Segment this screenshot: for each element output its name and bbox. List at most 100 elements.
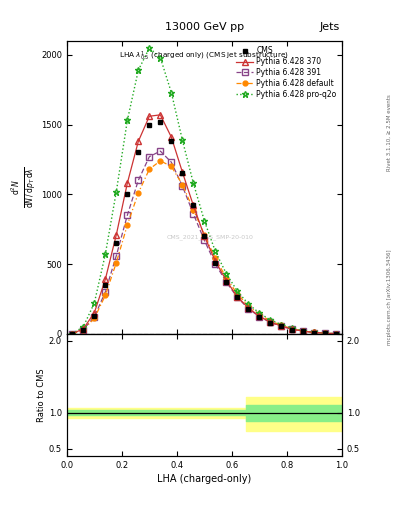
Pythia 6.428 391	[136, 177, 141, 183]
Pythia 6.428 default	[92, 315, 97, 322]
Pythia 6.428 pro-q2o	[235, 288, 240, 294]
Pythia 6.428 370	[257, 313, 262, 319]
Pythia 6.428 pro-q2o	[202, 218, 207, 224]
Pythia 6.428 pro-q2o	[103, 251, 108, 258]
Pythia 6.428 pro-q2o	[323, 330, 328, 336]
Pythia 6.428 370	[323, 330, 328, 336]
Pythia 6.428 pro-q2o	[147, 45, 152, 51]
Text: Rivet 3.1.10, ≥ 2.5M events: Rivet 3.1.10, ≥ 2.5M events	[387, 95, 392, 172]
Pythia 6.428 391	[202, 237, 207, 243]
Pythia 6.428 370	[125, 180, 130, 186]
CMS	[92, 312, 97, 318]
Pythia 6.428 pro-q2o	[180, 137, 185, 143]
Pythia 6.428 391	[114, 252, 119, 259]
Pythia 6.428 370	[169, 134, 174, 140]
Pythia 6.428 370	[290, 326, 295, 332]
Pythia 6.428 391	[103, 289, 108, 295]
CMS	[312, 330, 317, 336]
Text: 13000 GeV pp: 13000 GeV pp	[165, 22, 244, 32]
CMS	[158, 119, 163, 125]
Pythia 6.428 370	[70, 331, 75, 337]
Pythia 6.428 pro-q2o	[334, 331, 339, 337]
Pythia 6.428 default	[323, 330, 328, 336]
CMS	[224, 279, 229, 285]
Pythia 6.428 default	[312, 329, 317, 335]
Pythia 6.428 391	[268, 319, 273, 326]
Pythia 6.428 391	[334, 331, 339, 337]
Pythia 6.428 default	[81, 327, 86, 333]
CMS	[202, 233, 207, 239]
Pythia 6.428 pro-q2o	[257, 310, 262, 316]
Pythia 6.428 391	[312, 330, 317, 336]
Pythia 6.428 391	[301, 328, 306, 334]
Pythia 6.428 391	[180, 183, 185, 189]
Pythia 6.428 default	[224, 275, 229, 281]
Pythia 6.428 370	[235, 294, 240, 300]
CMS	[246, 306, 251, 312]
Pythia 6.428 pro-q2o	[169, 90, 174, 96]
CMS	[213, 260, 218, 266]
Pythia 6.428 370	[224, 278, 229, 284]
CMS	[70, 331, 75, 337]
Pythia 6.428 default	[180, 181, 185, 187]
Pythia 6.428 370	[114, 231, 119, 238]
CMS	[268, 319, 273, 326]
CMS	[191, 202, 196, 208]
Text: Jets: Jets	[320, 22, 340, 32]
CMS	[147, 121, 152, 127]
Pythia 6.428 pro-q2o	[92, 300, 97, 306]
Pythia 6.428 391	[169, 159, 174, 165]
Pythia 6.428 default	[257, 311, 262, 317]
Pythia 6.428 default	[114, 260, 119, 266]
Pythia 6.428 default	[334, 331, 339, 337]
Pythia 6.428 391	[158, 148, 163, 154]
CMS	[235, 294, 240, 301]
CMS	[136, 150, 141, 156]
CMS	[114, 240, 119, 246]
Pythia 6.428 391	[246, 306, 251, 312]
Pythia 6.428 370	[158, 112, 163, 118]
Pythia 6.428 370	[334, 331, 339, 337]
Y-axis label: $\mathrm{d}^2 N$
$\overline{\mathrm{d}N\,/\,\mathrm{d}p_T\,\mathrm{d}\lambda}$: $\mathrm{d}^2 N$ $\overline{\mathrm{d}N\…	[9, 166, 38, 208]
Line: Pythia 6.428 pro-q2o: Pythia 6.428 pro-q2o	[69, 45, 340, 337]
Pythia 6.428 391	[279, 323, 284, 329]
Pythia 6.428 default	[235, 291, 240, 297]
Pythia 6.428 370	[213, 258, 218, 264]
Pythia 6.428 pro-q2o	[191, 180, 196, 186]
Pythia 6.428 370	[180, 169, 185, 175]
Pythia 6.428 default	[301, 328, 306, 334]
CMS	[257, 314, 262, 320]
Pythia 6.428 370	[301, 328, 306, 334]
CMS	[323, 330, 328, 336]
CMS	[169, 138, 174, 144]
Pythia 6.428 default	[246, 303, 251, 309]
CMS	[81, 327, 86, 333]
Pythia 6.428 370	[268, 319, 273, 325]
Line: Pythia 6.428 default: Pythia 6.428 default	[70, 158, 339, 336]
Pythia 6.428 default	[202, 231, 207, 238]
Pythia 6.428 391	[147, 154, 152, 160]
Text: CMS_2021_PAS_SMP-20-010: CMS_2021_PAS_SMP-20-010	[166, 234, 253, 240]
Pythia 6.428 pro-q2o	[125, 117, 130, 123]
Pythia 6.428 pro-q2o	[279, 322, 284, 328]
Pythia 6.428 370	[136, 138, 141, 144]
Pythia 6.428 pro-q2o	[246, 301, 251, 307]
Line: CMS: CMS	[70, 119, 339, 336]
Pythia 6.428 370	[147, 113, 152, 119]
CMS	[125, 191, 130, 197]
Pythia 6.428 391	[224, 279, 229, 285]
Pythia 6.428 370	[81, 326, 86, 332]
Line: Pythia 6.428 370: Pythia 6.428 370	[70, 112, 339, 336]
Pythia 6.428 default	[290, 326, 295, 332]
Pythia 6.428 370	[279, 323, 284, 329]
Pythia 6.428 pro-q2o	[268, 317, 273, 323]
Pythia 6.428 default	[191, 206, 196, 212]
Pythia 6.428 default	[268, 318, 273, 324]
Pythia 6.428 pro-q2o	[81, 324, 86, 330]
Pythia 6.428 370	[92, 310, 97, 316]
CMS	[301, 328, 306, 334]
Pythia 6.428 391	[92, 314, 97, 320]
Pythia 6.428 default	[70, 331, 75, 337]
Legend: CMS, Pythia 6.428 370, Pythia 6.428 391, Pythia 6.428 default, Pythia 6.428 pro-: CMS, Pythia 6.428 370, Pythia 6.428 391,…	[235, 45, 338, 100]
Pythia 6.428 default	[158, 158, 163, 164]
